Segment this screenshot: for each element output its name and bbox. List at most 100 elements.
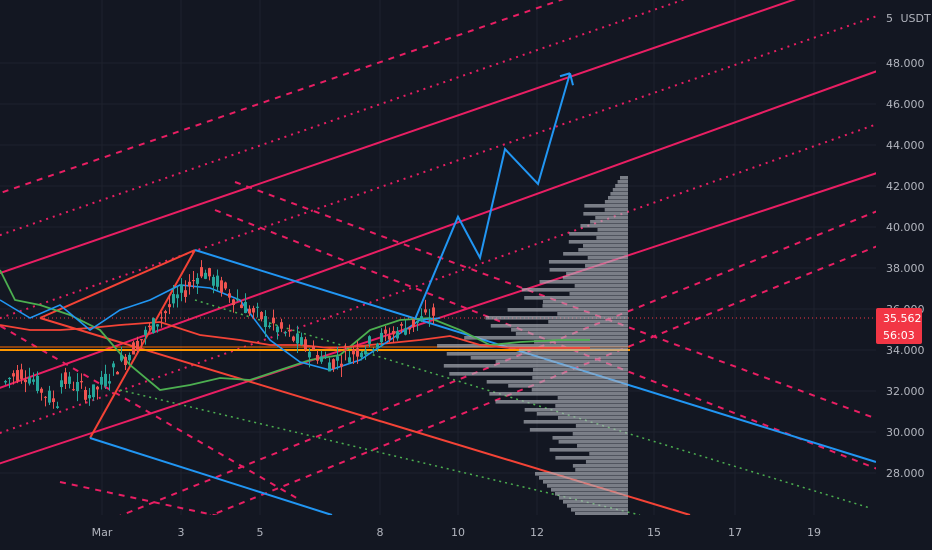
candle-body — [200, 267, 203, 277]
candle-body — [16, 370, 19, 381]
volume-profile-bar — [575, 424, 628, 428]
candle-body — [36, 375, 39, 391]
candle-body — [360, 352, 363, 358]
ascending-channel-line — [59, 209, 881, 541]
candle-body — [24, 379, 27, 383]
descending-dotted-line — [119, 389, 641, 516]
candle-body — [100, 376, 103, 385]
volume-profile-bar — [574, 284, 628, 288]
candle-body — [316, 355, 319, 361]
time-axis[interactable]: Mar 3 5 8 10 12 15 17 19 — [92, 526, 821, 539]
volume-profile-bar — [555, 456, 628, 460]
volume-profile-bar — [511, 328, 628, 332]
candle-body — [328, 362, 331, 372]
candle-body — [412, 319, 415, 327]
volume-profile-bar — [547, 484, 628, 488]
candle-body — [108, 381, 111, 384]
price-tick-label: 34.000 — [886, 344, 925, 357]
candle-body — [68, 376, 71, 384]
volume-profile-bar — [610, 192, 628, 196]
volume-profile-bar — [539, 476, 628, 480]
volume-profile-bar — [489, 392, 628, 396]
candle-body — [232, 299, 235, 306]
time-axis-background — [0, 515, 932, 550]
volume-profile-bar — [557, 396, 628, 400]
volume-profile-bar — [578, 248, 628, 252]
volume-profile-bar — [596, 236, 628, 240]
candle-body — [304, 339, 307, 350]
candle-body — [384, 329, 387, 334]
candle-body — [252, 308, 255, 313]
volume-profile-bar — [485, 316, 628, 320]
candle-body — [72, 389, 75, 391]
candle-body — [176, 294, 179, 299]
volume-profile-bar — [470, 356, 628, 360]
price-tick-label: 28.000 — [886, 467, 925, 480]
volume-profile-bar — [542, 300, 628, 304]
candle-body — [136, 340, 139, 351]
candle-body — [140, 339, 143, 341]
candle-body — [240, 304, 243, 308]
volume-profile-bar — [569, 232, 628, 236]
candle-body — [188, 281, 191, 287]
price-tick-label: 30.000 — [886, 426, 925, 439]
volume-profile-bar — [446, 352, 628, 356]
volume-profile-bar — [464, 336, 628, 340]
candle-body — [32, 379, 35, 382]
volume-profile-bar — [563, 252, 628, 256]
candle-body — [288, 329, 291, 332]
volume-profile-bar — [563, 500, 628, 504]
price-axis[interactable]: 48.00046.00044.00042.00040.00038.00036.0… — [886, 57, 925, 480]
volume-profile-bar — [542, 304, 628, 308]
volume-profile-bar — [571, 508, 628, 512]
candle-body — [308, 351, 311, 358]
candle-body — [424, 309, 427, 313]
candle-body — [104, 373, 107, 387]
volume-profile-bar — [575, 512, 628, 516]
volume-profile-bar — [604, 200, 628, 204]
ascending-channel-line — [0, 0, 564, 195]
time-tick-label: 8 — [377, 526, 384, 539]
candle-body — [376, 343, 379, 348]
candle-body — [84, 389, 87, 400]
volume-profile-bar — [508, 384, 628, 388]
time-tick-label: 10 — [451, 526, 465, 539]
candle-body — [40, 388, 43, 393]
time-tick-label: 5 — [257, 526, 264, 539]
candle-body — [216, 275, 219, 287]
candle-body — [48, 390, 51, 403]
candle-body — [228, 293, 231, 298]
candle-body — [244, 301, 247, 314]
time-tick-label: 19 — [807, 526, 821, 539]
volume-profile-bar — [572, 432, 628, 436]
descending-dotted-line — [194, 299, 871, 509]
candle-body — [352, 349, 355, 355]
volume-profile-bar — [515, 332, 628, 336]
volume-profile-bar — [555, 404, 628, 408]
candle-body — [368, 336, 371, 344]
price-tick-label: 44.000 — [886, 139, 925, 152]
volume-profile-bar — [585, 460, 628, 464]
volume-profile-bar — [572, 464, 628, 468]
candle-body — [432, 307, 435, 316]
volume-profile-bar — [548, 320, 628, 324]
time-tick-label: 17 — [728, 526, 742, 539]
price-tick-label: 48.000 — [886, 57, 925, 70]
candle-body — [208, 268, 211, 277]
candle-body — [428, 318, 431, 320]
forecast-arrowhead — [559, 72, 574, 86]
candle-body — [324, 356, 327, 358]
volume-profile-bar — [495, 400, 628, 404]
volume-profile-bar — [555, 492, 628, 496]
volume-profile-bar — [535, 472, 628, 476]
price-tick-label: 32.000 — [886, 385, 925, 398]
volume-profile-bar — [604, 208, 628, 212]
candle-body — [372, 349, 375, 351]
candle-body — [396, 331, 399, 339]
price-tick-label: 40.000 — [886, 221, 925, 234]
volume-profile-bar — [559, 496, 628, 500]
volume-profile-bar — [620, 176, 628, 180]
volume-profile-bar — [519, 348, 628, 352]
candle-body — [124, 356, 127, 366]
